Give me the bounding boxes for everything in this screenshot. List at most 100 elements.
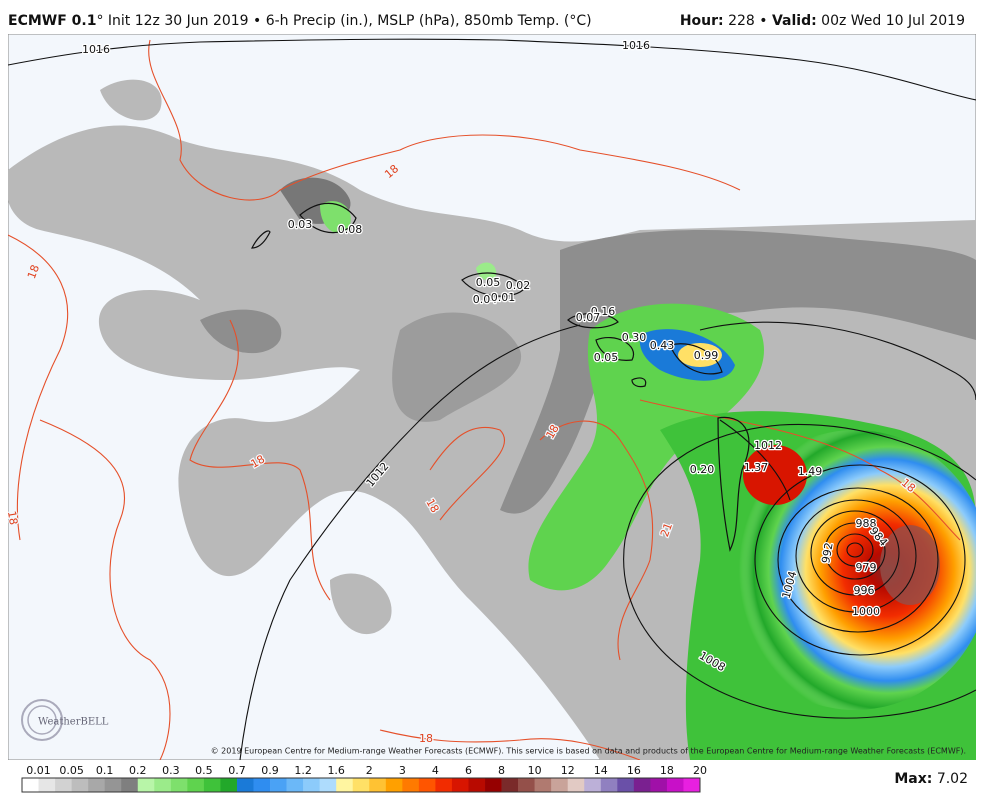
colorbar-label: 2 xyxy=(366,764,373,777)
precip-area xyxy=(320,201,351,234)
temperature-label: 18 xyxy=(5,510,20,526)
colorbar-label: 3 xyxy=(399,764,406,777)
valid-time: Hour: 228 • Valid: 00z Wed 10 Jul 2019 xyxy=(680,13,965,29)
colorbar-swatch xyxy=(352,778,370,792)
precip-label: 1.49 xyxy=(798,465,823,478)
colorbar-swatch xyxy=(336,778,354,792)
colorbar-swatch xyxy=(38,778,56,792)
colorbar-swatch xyxy=(468,778,486,792)
precip-label: 0.16 xyxy=(591,305,616,318)
isobar-label: 979 xyxy=(856,561,877,574)
precip-area xyxy=(200,309,282,354)
colorbar-swatch xyxy=(485,778,502,792)
colorbar-label: 20 xyxy=(693,764,707,777)
precip-area xyxy=(330,573,392,635)
colorbar-label: 1.6 xyxy=(327,764,345,777)
precip-label: 0.03 xyxy=(288,218,313,231)
colorbar-swatch xyxy=(303,778,320,792)
colorbar-label: 0.5 xyxy=(195,764,213,777)
max-value: 7.02 xyxy=(932,771,968,787)
colorbar-swatch xyxy=(683,778,701,792)
colorbar-swatch xyxy=(71,778,89,792)
description: ° Init 12z 30 Jun 2019 • 6-h Precip (in.… xyxy=(96,13,591,29)
colorbar-swatch xyxy=(435,778,453,792)
isobar-label: 996 xyxy=(854,584,875,597)
colorbar-swatch xyxy=(319,778,337,792)
model: ECMWF 0.1 xyxy=(8,13,96,29)
precip-label: 1.37 xyxy=(744,461,769,474)
temperature-label: 18 xyxy=(419,732,433,745)
colorbar-swatch xyxy=(551,778,569,792)
colorbar-label: 14 xyxy=(594,764,608,777)
colorbar-label: 8 xyxy=(498,764,505,777)
valid-label: Valid: xyxy=(772,13,817,29)
precip-label: 0.02 xyxy=(506,279,531,292)
isobar-label: 992 xyxy=(819,541,835,564)
precip-label: 0.05 xyxy=(594,351,619,364)
precip-label: 0.01 xyxy=(491,291,516,304)
colorbar-swatch xyxy=(633,778,651,792)
colorbar-label: 0.05 xyxy=(59,764,84,777)
precip-area xyxy=(500,230,976,514)
precip-area xyxy=(476,262,497,281)
colorbar-label: 0.1 xyxy=(96,764,114,777)
colorbar-swatch xyxy=(286,778,304,792)
precip-label: 0.20 xyxy=(690,463,715,476)
isobar-label: 1016 xyxy=(622,39,650,52)
coastlines xyxy=(251,202,750,552)
precip-label: 0.05 xyxy=(476,276,501,289)
colorbar-swatch xyxy=(22,778,39,792)
isobar-label: 1000 xyxy=(852,605,880,618)
colorbar-swatch xyxy=(236,778,254,792)
colorbar-label: 6 xyxy=(465,764,472,777)
colorbar-swatch xyxy=(137,778,155,792)
colorbar-swatch xyxy=(369,778,387,792)
logo-text: WeatherBELL xyxy=(38,717,109,728)
temperature-contours xyxy=(8,39,961,760)
colorbar-label: 0.3 xyxy=(162,764,180,777)
precip-area xyxy=(678,343,722,367)
colorbar-swatch xyxy=(253,778,271,792)
colorbar-swatch xyxy=(518,778,535,792)
colorbar-label: 0.01 xyxy=(26,764,51,777)
colorbar-swatch xyxy=(220,778,238,792)
logo: WeatherBELL xyxy=(21,699,109,741)
colorbar-swatch xyxy=(170,778,188,792)
precip-area xyxy=(392,312,522,422)
colorbar-swatch xyxy=(187,778,205,792)
isobar-label: 1012 xyxy=(754,439,782,452)
colorbar-swatch xyxy=(88,778,105,792)
precip-label: 0.43 xyxy=(650,339,675,352)
colorbar-swatch xyxy=(451,778,469,792)
colorbar-swatch xyxy=(154,778,172,792)
isobars xyxy=(8,38,976,760)
colorbar-swatch xyxy=(534,778,552,792)
precip-label: 0.04 xyxy=(473,293,498,306)
copyright: © 2019 European Centre for Medium-range … xyxy=(211,747,966,756)
valid: 00z Wed 10 Jul 2019 xyxy=(817,13,965,29)
precip-heavy xyxy=(320,201,976,760)
colorbar-swatch xyxy=(418,778,436,792)
colorbar-swatch xyxy=(385,778,403,792)
colorbar-swatch xyxy=(203,778,221,792)
precip-area xyxy=(100,79,162,121)
colorbar-label: 0.9 xyxy=(261,764,279,777)
precip-area xyxy=(880,525,940,605)
colorbar-label: 0.2 xyxy=(129,764,147,777)
colorbar-label: 0.7 xyxy=(228,764,246,777)
colorbar-swatch xyxy=(55,778,72,792)
colorbar-swatch xyxy=(121,778,139,792)
max-precip: Max: 7.02 xyxy=(894,771,968,787)
colorbar-label: 16 xyxy=(627,764,641,777)
colorbar-label: 12 xyxy=(561,764,575,777)
colorbar-swatch xyxy=(600,778,618,792)
temperature-label: 18 xyxy=(25,263,42,281)
hour-label: Hour: xyxy=(680,13,724,29)
colorbar-label: 1.2 xyxy=(294,764,312,777)
precip-label: 0.07 xyxy=(576,311,601,324)
colorbar-swatch xyxy=(104,778,122,792)
colorbar-swatch xyxy=(666,778,684,792)
title: ECMWF 0.1° Init 12z 30 Jun 2019 • 6-h Pr… xyxy=(8,13,592,29)
colorbar-label: 10 xyxy=(528,764,542,777)
